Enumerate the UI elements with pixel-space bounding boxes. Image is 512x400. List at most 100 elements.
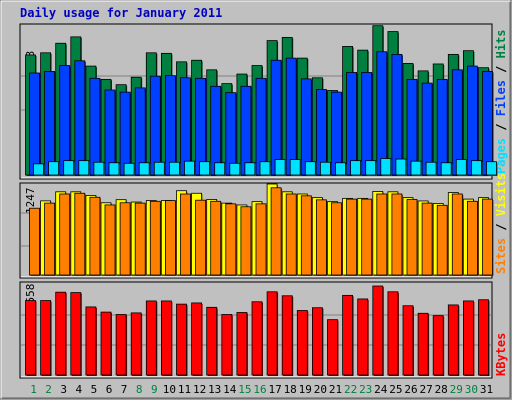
legend-sep-2: / xyxy=(494,58,508,80)
x-label-day-21: 21 xyxy=(329,383,342,396)
visits-sites-bar-day-26 xyxy=(406,199,418,276)
visits-sites-bar-day-14 xyxy=(225,203,237,276)
hits-pages-bar-day-1 xyxy=(33,163,44,176)
hits-files-bar-day-2 xyxy=(44,70,55,176)
hits-pages-bar-day-16 xyxy=(259,161,271,176)
hits-pages-bar-day-15 xyxy=(244,162,256,176)
hits-files-bar-day-30 xyxy=(466,65,478,176)
hits-files-bar-day-4 xyxy=(74,60,86,176)
hits-files-bar-day-24 xyxy=(376,51,388,176)
visits-sites-bar-day-13 xyxy=(210,200,222,276)
visits-sites-bar-day-9 xyxy=(149,200,161,276)
hits-files-bar-day-12 xyxy=(195,77,207,176)
x-label-day-12: 12 xyxy=(193,383,206,396)
kbytes-kbytes-bar-day-20 xyxy=(311,307,323,376)
x-label-day-10: 10 xyxy=(163,383,176,396)
hits-pages-bar-day-23 xyxy=(365,160,377,176)
hits-pages-bar-day-4 xyxy=(78,160,90,176)
visits-sites-bar-day-17 xyxy=(270,187,282,276)
hits-files-bar-day-18 xyxy=(285,57,297,176)
x-label-day-23: 23 xyxy=(359,383,372,396)
kbytes-kbytes-bar-day-13 xyxy=(206,306,218,376)
hits-files-bar-day-3 xyxy=(59,65,71,176)
hits-files-bar-day-28 xyxy=(436,78,448,176)
x-label-day-13: 13 xyxy=(208,383,221,396)
hits-pages-bar-day-30 xyxy=(470,160,482,176)
kbytes-kbytes-bar-day-24 xyxy=(372,285,384,376)
hits-pages-bar-day-22 xyxy=(350,160,362,176)
x-label-day-5: 5 xyxy=(91,383,98,396)
visits-sites-bar-day-6 xyxy=(104,204,116,276)
hits-pages-bar-day-19 xyxy=(304,161,316,176)
legend-hits: Hits xyxy=(494,29,508,58)
kbytes-kbytes-bar-day-22 xyxy=(342,294,354,376)
hits-pages-bar-day-29 xyxy=(455,159,467,176)
kbytes-kbytes-bar-day-12 xyxy=(191,302,203,376)
kbytes-kbytes-bar-day-31 xyxy=(478,299,489,376)
kbytes-kbytes-bar-day-8 xyxy=(130,312,142,376)
legend-sep-3: / xyxy=(494,216,508,238)
x-label-day-24: 24 xyxy=(374,383,388,396)
kbytes-kbytes-bar-day-10 xyxy=(160,300,172,376)
visits-sites-bar-day-18 xyxy=(285,193,297,276)
legend-kbytes: KBytes xyxy=(494,333,508,376)
x-label-day-9: 9 xyxy=(151,383,158,396)
x-label-day-15: 15 xyxy=(238,383,251,396)
visits-sites-bar-day-12 xyxy=(195,199,207,276)
hits-files-bar-day-27 xyxy=(421,82,433,176)
visits-sites-bar-day-23 xyxy=(361,198,373,276)
legend-sep-1: / xyxy=(494,116,508,138)
kbytes-kbytes-bar-day-7 xyxy=(115,314,127,376)
visits-sites-bar-day-16 xyxy=(255,203,267,276)
hits-files-bar-day-17 xyxy=(270,59,282,176)
kbytes-legend: KBytes xyxy=(494,333,508,376)
visits-sites-bar-day-10 xyxy=(164,200,176,276)
visits-sites-bar-day-19 xyxy=(300,195,312,276)
x-label-day-30: 30 xyxy=(465,383,478,396)
hits-pages-bar-day-9 xyxy=(153,161,165,176)
x-label-day-2: 2 xyxy=(45,383,52,396)
hits-pages-bar-day-3 xyxy=(63,160,75,176)
hits-files-bar-day-9 xyxy=(149,75,161,176)
hits-files-bar-day-31 xyxy=(482,70,493,176)
hits-legend: Pages / Files / Hits xyxy=(494,29,508,174)
x-label-day-20: 20 xyxy=(314,383,327,396)
hits-files-bar-day-16 xyxy=(255,77,267,176)
hits-pages-bar-day-11 xyxy=(184,160,195,176)
visits-sites-bar-day-3 xyxy=(59,193,71,276)
kbytes-kbytes-bar-day-18 xyxy=(281,295,293,376)
hits-pages-bar-day-13 xyxy=(214,162,226,176)
x-label-day-28: 28 xyxy=(435,383,448,396)
kbytes-kbytes-bar-day-17 xyxy=(266,291,278,376)
hits-pages-bar-day-2 xyxy=(48,161,59,176)
visits-sites-bar-day-20 xyxy=(315,199,327,276)
visits-sites-bar-day-27 xyxy=(421,202,433,276)
x-label-day-8: 8 xyxy=(136,383,143,396)
x-label-day-6: 6 xyxy=(106,383,113,396)
kbytes-kbytes-bar-day-14 xyxy=(221,314,233,376)
visits-sites-bar-day-21 xyxy=(331,202,342,276)
kbytes-kbytes-bar-day-4 xyxy=(70,292,82,376)
hits-files-bar-day-8 xyxy=(134,87,146,176)
hits-files-bar-day-5 xyxy=(89,77,101,176)
kbytes-kbytes-bar-day-16 xyxy=(251,301,263,376)
hits-pages-bar-day-10 xyxy=(168,161,180,176)
hits-files-bar-day-1 xyxy=(29,72,40,176)
legend-files: Files xyxy=(494,80,508,116)
visits-sites-bar-day-25 xyxy=(391,193,403,276)
kbytes-kbytes-bar-day-15 xyxy=(236,312,248,376)
visits-sites-bar-day-8 xyxy=(134,202,146,276)
x-label-day-7: 7 xyxy=(121,383,128,396)
kbytes-kbytes-bar-day-30 xyxy=(462,300,474,376)
kbytes-kbytes-bar-day-6 xyxy=(100,311,112,376)
kbytes-kbytes-bar-day-9 xyxy=(145,300,157,376)
hits-pages-bar-day-18 xyxy=(289,159,301,176)
kbytes-kbytes-bar-day-1 xyxy=(25,300,36,376)
hits-pages-bar-day-6 xyxy=(108,162,120,176)
visits-sites-bar-day-22 xyxy=(346,198,358,276)
visits-sites-bar-day-1 xyxy=(29,207,40,276)
hits-files-bar-day-23 xyxy=(361,72,373,176)
hits-files-bar-day-11 xyxy=(180,77,191,176)
kbytes-kbytes-bar-day-5 xyxy=(85,306,97,376)
